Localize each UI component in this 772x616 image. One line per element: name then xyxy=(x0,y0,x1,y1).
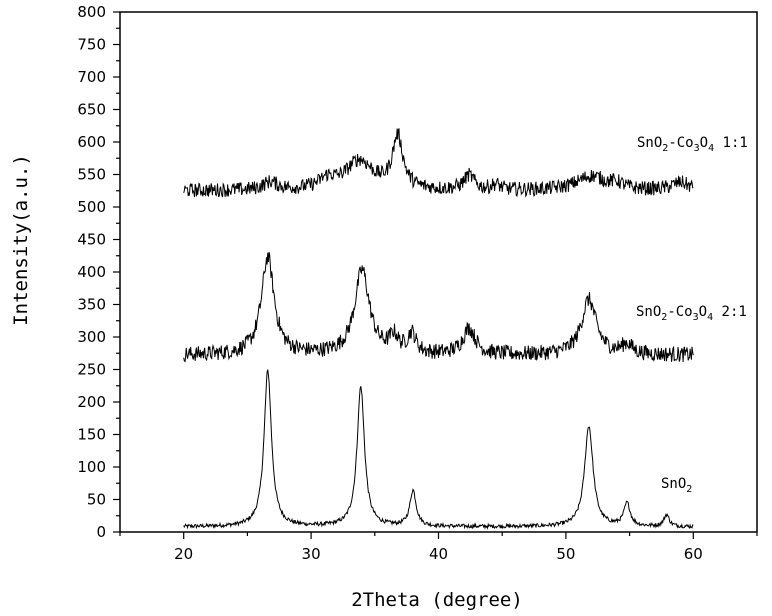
x-tick-label: 40 xyxy=(429,545,448,563)
y-tick-label: 650 xyxy=(77,101,106,119)
series-line xyxy=(184,129,694,198)
series-layer xyxy=(184,129,694,529)
x-tick-label: 50 xyxy=(556,545,575,563)
series-line xyxy=(184,252,694,362)
y-tick-label: 0 xyxy=(96,523,106,541)
y-tick-label: 700 xyxy=(77,68,106,86)
x-tick-label: 60 xyxy=(684,545,703,563)
series-label: SnO2-Co3O4 2:1 xyxy=(636,304,747,323)
y-tick-label: 150 xyxy=(77,426,106,444)
x-tick-label: 20 xyxy=(174,545,193,563)
series-labels: SnO2 SnO2-Co3O4 2:1 SnO2-Co3O4 1:1 xyxy=(636,135,748,495)
plot-frame xyxy=(120,12,757,532)
x-tick-label: 30 xyxy=(302,545,321,563)
y-tick-label: 450 xyxy=(77,231,106,249)
y-tick-label: 350 xyxy=(77,296,106,314)
y-tick-label: 50 xyxy=(87,491,106,509)
y-axis: 0 50 100 150 200 250 300 350 400 450 500 550 600 650 7… xyxy=(77,3,120,541)
y-tick-label: 200 xyxy=(77,393,106,411)
series-line xyxy=(184,370,694,528)
y-axis-title: Intensity(a.u.) xyxy=(10,154,32,326)
y-tick-label: 300 xyxy=(77,328,106,346)
x-axis-title: 2Theta (degree) xyxy=(351,589,523,611)
plot-border xyxy=(120,12,757,532)
y-tick-label: 550 xyxy=(77,166,106,184)
y-tick-label: 750 xyxy=(77,36,106,54)
x-axis: 20 30 40 50 60 xyxy=(120,532,757,563)
y-tick-label: 800 xyxy=(77,3,106,21)
y-tick-label: 400 xyxy=(77,263,106,281)
y-tick-label: 100 xyxy=(77,458,106,476)
series-label: SnO2-Co3O4 1:1 xyxy=(637,135,748,154)
y-tick-label: 500 xyxy=(77,198,106,216)
y-tick-label: 600 xyxy=(77,133,106,151)
y-tick-label: 250 xyxy=(77,361,106,379)
series-label: SnO2 xyxy=(661,476,692,495)
